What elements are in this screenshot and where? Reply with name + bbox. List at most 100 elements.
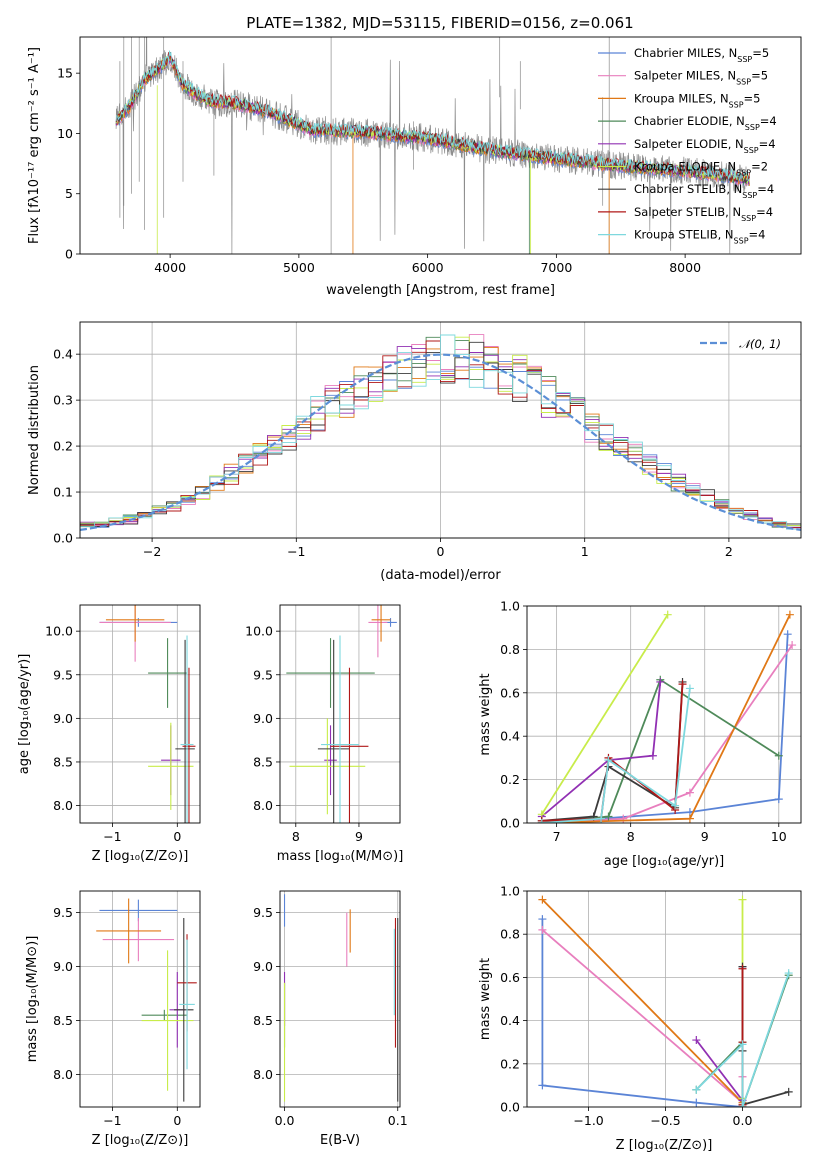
- legend-entry-suffix: =4: [757, 182, 774, 196]
- x-axis-label: E(B-V): [320, 1133, 360, 1148]
- legend-entry-sub: SSP: [729, 100, 744, 109]
- y-tick-label: 8.0: [53, 1067, 73, 1082]
- errorbar-point-kroupa_elodie: [148, 722, 194, 810]
- errorbar-point-kroupa_miles: [96, 898, 162, 964]
- x-tick-label: 5000: [283, 260, 315, 275]
- y-tick-label: 5: [65, 186, 73, 201]
- weight-marker-salpeter_elodie: [656, 677, 665, 686]
- spectrum-model-kroupa_miles: [115, 54, 750, 254]
- weight-marker-salpeter_elodie: [648, 751, 657, 760]
- legend-entry: Salpeter STELIB, NSSP=4: [634, 205, 773, 223]
- y-tick-label: 10.0: [45, 624, 73, 639]
- x-tick-label: 8: [627, 829, 635, 844]
- y-tick-label: 0.0: [500, 1100, 520, 1115]
- weight-marker-kroupa_stelib: [537, 819, 546, 823]
- x-tick-label: 0.0: [733, 1113, 753, 1128]
- axes-frame: [526, 890, 802, 1108]
- legend-entry-suffix: =2: [751, 160, 768, 174]
- weight-marker-kroupa_stelib: [597, 814, 606, 823]
- axes-frame: [79, 604, 201, 824]
- y-tick-label: 0.4: [500, 729, 520, 744]
- age_vs_mass-axes: 8 9 8.0 8.5 9.0 9.5 10.0 mass [log₁₀(M/M⊙)]: [245, 604, 403, 864]
- legend-entry: Salpeter ELODIE, NSSP=4: [634, 137, 776, 155]
- weight-marker-chabrier_miles: [538, 1081, 547, 1090]
- age_vs_Z-axes: −1 0 8.0 8.5 9.0 9.5 10.0 Z [log₁₀(Z/Z⊙)] age [l…: [17, 604, 201, 864]
- mass_vs_Z-plot-area: [96, 898, 197, 1102]
- spectrum-observed-line: [115, 37, 750, 254]
- weight-marker-chabrier_elodie: [604, 812, 613, 821]
- weight-marker-salpeter_stelib: [738, 964, 747, 973]
- x-tick-label: −1: [287, 544, 305, 559]
- errorbar-point-kroupa_stelib: [180, 635, 194, 823]
- errorbar-point-kroupa_stelib: [321, 635, 359, 823]
- legend-entry-text: Kroupa ELODIE, N: [634, 160, 736, 174]
- weight-line-salpeter_miles: [541, 929, 744, 1105]
- legend-entry: Kroupa MILES, NSSP=5: [634, 91, 760, 109]
- errorbar-point-chabrier_miles: [99, 899, 178, 922]
- legend-entry-sub: SSP: [745, 123, 760, 132]
- y-tick-label: 0.2: [500, 772, 520, 787]
- errorbar-point-salpeter_miles: [368, 605, 388, 658]
- x-tick-label: 2: [725, 544, 733, 559]
- weight-marker-kroupa_miles: [785, 610, 794, 619]
- weight-marker-kroupa_miles: [538, 895, 547, 904]
- y-tick-label: 8.5: [53, 754, 73, 769]
- legend-entry-sub: SSP: [737, 55, 752, 64]
- legend-entry: Kroupa ELODIE, NSSP=2: [634, 160, 768, 178]
- weight-marker-salpeter_miles: [685, 788, 694, 797]
- spectrum-plot-area: [115, 37, 750, 254]
- legend-entry-suffix: =5: [752, 46, 769, 60]
- y-tick-label: 9.0: [253, 711, 273, 726]
- legend-entry-sub: SSP: [734, 236, 749, 245]
- legend-entry-sub: SSP: [744, 145, 759, 154]
- legend-entry: Kroupa STELIB, NSSP=4: [634, 228, 765, 246]
- y-tick-label: 0.2: [53, 439, 73, 454]
- weight-marker-chabrier_miles: [774, 795, 783, 804]
- y-tick-label: 0.1: [53, 485, 73, 500]
- legend-entry-sub: SSP: [741, 213, 756, 222]
- weight-line-kroupa_miles: [541, 614, 791, 823]
- y-tick-label: 1.0: [500, 884, 520, 899]
- y-tick-label: 9.0: [53, 959, 73, 974]
- weight-marker-chabrier_elodie: [774, 751, 783, 760]
- y-tick-label: 0.8: [500, 927, 520, 942]
- y-tick-label: 0.4: [53, 347, 73, 362]
- x-tick-label: 6000: [412, 260, 444, 275]
- x-tick-label: 0: [437, 544, 445, 559]
- legend-entry-suffix: =4: [760, 114, 777, 128]
- y-tick-label: 0.0: [53, 531, 73, 546]
- legend-entry: Chabrier STELIB, NSSP=4: [634, 182, 774, 200]
- y-tick-label: 9.5: [253, 667, 273, 682]
- legend-entry-text: Kroupa STELIB, N: [634, 228, 734, 242]
- weight-marker-salpeter_elodie: [692, 1036, 701, 1045]
- legend-entry-sub: SSP: [742, 191, 757, 200]
- legend-entry-suffix: =4: [756, 205, 773, 219]
- y-tick-label: 0.0: [500, 816, 520, 831]
- weight-line-kroupa_stelib: [695, 972, 790, 1107]
- spectrum-model-kroupa_stelib: [115, 50, 750, 183]
- x-tick-label: 0.0: [275, 1113, 295, 1128]
- x-tick-label: 0: [173, 829, 181, 844]
- weight-line-salpeter_miles: [541, 644, 793, 823]
- weight-marker-chabrier_miles: [692, 1098, 701, 1107]
- weight-marker-chabrier_stelib: [784, 1087, 793, 1096]
- legend-entry-text: Chabrier ELODIE, N: [634, 114, 745, 128]
- legend-entry-text: Chabrier MILES, N: [634, 46, 737, 60]
- y-axis-label: age [log₁₀(age/yr)]: [17, 654, 32, 775]
- age_vs_Z-plot-area: [99, 605, 196, 823]
- y-tick-label: 8.0: [253, 1067, 273, 1082]
- errorbar-point-kroupa_elodie: [141, 950, 194, 1091]
- y-tick-label: 0.4: [500, 1013, 520, 1028]
- weight-line-salpeter_stelib: [541, 684, 684, 822]
- y-tick-label: 0.6: [500, 970, 520, 985]
- y-axis-label: mass [log₁₀(M/M⊙)]: [25, 936, 40, 1063]
- age_vs_mass-plot-area: [286, 605, 397, 823]
- weight-line-kroupa_elodie: [541, 614, 669, 815]
- y-tick-label: 0.2: [500, 1056, 520, 1071]
- legend-entry-suffix: =4: [749, 228, 766, 242]
- y-tick-label: 10: [57, 126, 73, 141]
- weight-marker-kroupa_stelib: [784, 969, 793, 978]
- weight-marker-kroupa_stelib: [604, 756, 613, 765]
